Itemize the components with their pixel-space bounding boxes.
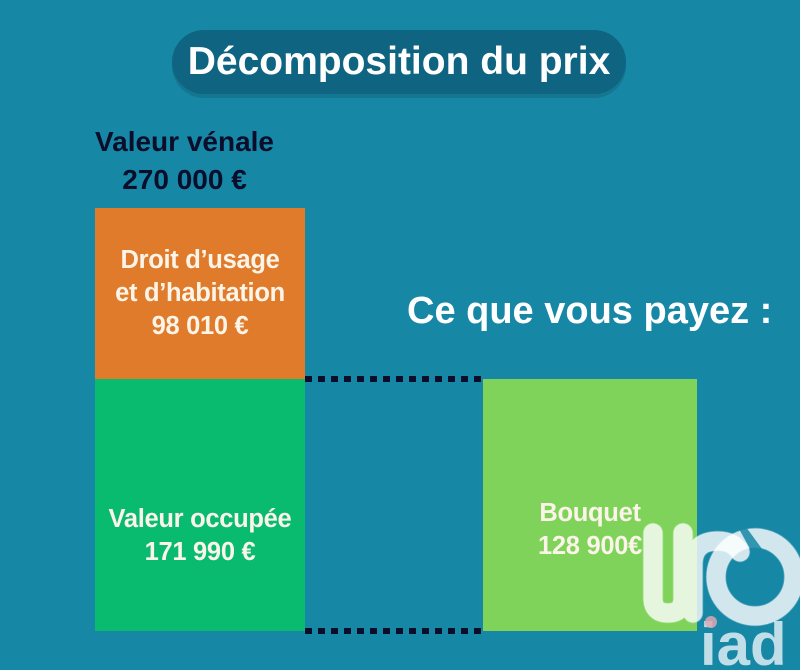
svg-text:iad: iad: [700, 611, 787, 670]
